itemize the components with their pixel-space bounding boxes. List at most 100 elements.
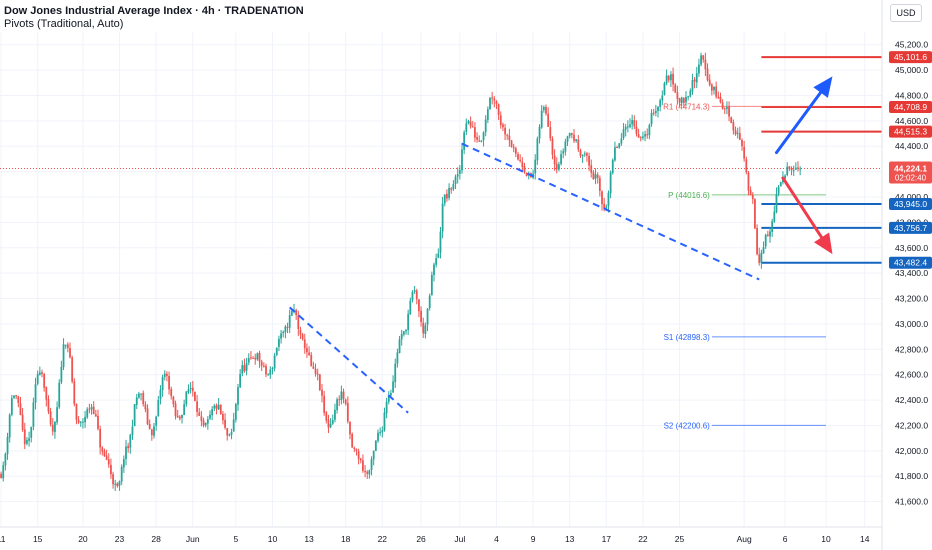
- y-tick-label: 43,200.0: [895, 294, 928, 304]
- x-tick-label: 26: [416, 534, 426, 544]
- candle-body: [721, 102, 724, 109]
- candle-body: [415, 290, 418, 300]
- candle-body: [51, 424, 54, 432]
- candle-body: [47, 399, 50, 412]
- candle-body: [381, 430, 384, 433]
- candle-body: [691, 80, 694, 92]
- x-tick-label: 6: [783, 534, 788, 544]
- candle-body: [75, 404, 78, 420]
- candle-body: [286, 326, 289, 328]
- candle-body: [230, 432, 233, 435]
- candle-body: [172, 396, 175, 405]
- candle-body: [435, 257, 438, 265]
- candle-body: [146, 408, 149, 425]
- candle-body: [521, 161, 524, 167]
- symbol-title[interactable]: Dow Jones Industrial Average Index · 4h …: [4, 5, 304, 17]
- candle-body: [135, 397, 138, 405]
- candle-body: [168, 375, 170, 390]
- candle-body: [336, 399, 338, 411]
- y-tick-label: 45,200.0: [895, 40, 928, 50]
- candle-body: [370, 459, 373, 470]
- candle-body: [73, 381, 76, 405]
- candle-body: [129, 434, 132, 448]
- candle-body: [771, 221, 774, 232]
- candle-body: [198, 412, 201, 416]
- candle-body: [545, 106, 547, 114]
- candle-body: [4, 453, 7, 466]
- candle-body: [237, 387, 239, 405]
- candle-body: [702, 55, 705, 60]
- price-axis[interactable]: 41,600.0 41,800.0 42,000.0 42,200.0 42,400.0…: [881, 0, 928, 550]
- x-tick-label: 13: [565, 534, 575, 544]
- candle-body: [245, 363, 248, 371]
- candle-body: [469, 121, 472, 127]
- candle-body: [448, 187, 450, 198]
- support-price-tag-label: 43,482.4: [894, 258, 927, 268]
- candle-body: [206, 419, 209, 424]
- candle-body: [377, 432, 379, 441]
- candle-body: [633, 120, 636, 127]
- indicator-label[interactable]: Pivots (Traditional, Auto): [4, 18, 124, 30]
- candle-body: [525, 172, 528, 177]
- candle-body: [392, 381, 394, 393]
- candle-body: [364, 470, 366, 472]
- candle-body: [558, 164, 560, 170]
- candle-body: [407, 313, 410, 330]
- trend-lines[interactable]: [289, 142, 760, 414]
- candle-body: [351, 433, 354, 448]
- candle-body: [566, 136, 569, 142]
- candle-body: [359, 458, 362, 461]
- candle-body: [346, 403, 349, 422]
- time-axis[interactable]: 11 15 20 23 28 Jun 5 10 13 18 22 26 Jul 4 9 13 17 22 25 Aug…: [0, 526, 882, 544]
- candle-body: [112, 474, 114, 485]
- candle-body: [243, 365, 246, 372]
- candle-body: [478, 140, 481, 142]
- candle-body: [390, 393, 392, 396]
- y-tick-label: 42,800.0: [895, 344, 928, 354]
- candle-body: [114, 483, 117, 485]
- candle-body: [196, 401, 198, 413]
- candle-body: [265, 365, 267, 375]
- y-tick-label: 44,400.0: [895, 141, 928, 151]
- candle-body: [799, 168, 802, 170]
- candle-body: [219, 404, 222, 414]
- candle-body: [792, 170, 795, 172]
- candle-body: [456, 174, 459, 177]
- candle-body: [570, 133, 573, 135]
- candle-body: [250, 357, 252, 359]
- candle-body: [609, 172, 612, 194]
- candle-body: [534, 159, 537, 174]
- candle-body: [644, 134, 646, 137]
- candle-body: [426, 308, 429, 325]
- candle-body: [465, 123, 468, 132]
- candle-body: [779, 182, 782, 187]
- candle-body: [497, 104, 500, 115]
- candle-body: [217, 404, 220, 410]
- price-tags: 45,101.6 44,708.9 44,515.3 43,945.0 43,756.7…: [889, 51, 932, 269]
- resistance-price-tag: [889, 101, 932, 114]
- candle-body: [402, 331, 405, 335]
- candle-body: [144, 404, 147, 410]
- candle-body: [148, 423, 151, 429]
- candle-body: [467, 121, 470, 124]
- candle-body: [157, 399, 160, 417]
- candle-body: [443, 194, 446, 204]
- candle-body: [54, 422, 56, 433]
- candle-body: [624, 126, 627, 130]
- x-tick-label: Jun: [186, 534, 200, 544]
- candle-body: [540, 110, 543, 128]
- candle-body: [125, 446, 127, 460]
- currency-button[interactable]: USD: [890, 4, 922, 22]
- x-tick-label: 28: [151, 534, 161, 544]
- candle-body: [15, 395, 18, 397]
- candle-body: [258, 352, 261, 362]
- arrows[interactable]: [774, 76, 833, 255]
- candle-body: [687, 96, 690, 98]
- candle-body: [766, 234, 769, 236]
- candle-body: [138, 393, 140, 398]
- x-tick-label: 22: [378, 534, 388, 544]
- candle-body: [8, 414, 11, 438]
- resistance-price-tag: [889, 125, 932, 138]
- candle-body: [103, 450, 106, 457]
